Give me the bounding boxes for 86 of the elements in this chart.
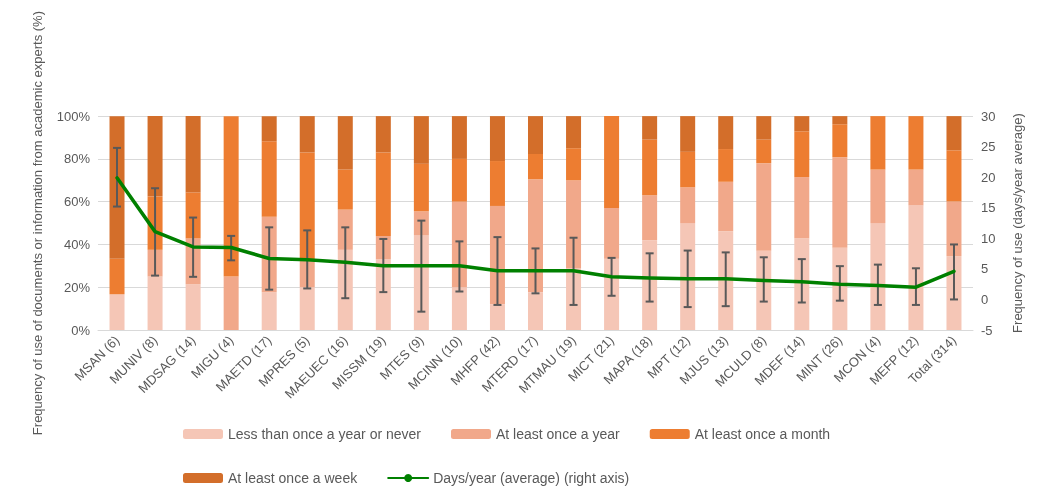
bar: [680, 151, 696, 188]
bar: [451, 158, 467, 202]
bar: [794, 131, 810, 178]
bar: [109, 258, 125, 295]
bar: [375, 152, 391, 236]
bar: [489, 161, 505, 206]
bar: [946, 150, 962, 202]
legend-label: At least once a week: [228, 470, 359, 486]
bar: [299, 152, 315, 260]
y-tick-label: 60%: [63, 194, 91, 210]
y-tick-label: 40%: [63, 236, 91, 252]
legend-label: At least once a month: [694, 426, 831, 442]
line-series: [115, 176, 956, 289]
bar: [870, 169, 886, 224]
bar: [451, 116, 467, 159]
bar: [908, 169, 924, 206]
y2-tick-label: 15: [981, 200, 996, 216]
bar: [528, 153, 543, 180]
y2-tick-label: 20: [981, 169, 996, 185]
bar: [223, 116, 239, 277]
bar: [528, 116, 543, 154]
bar: [337, 209, 353, 250]
bar: [451, 287, 467, 330]
legend-label: Less than once a year or never: [228, 426, 422, 442]
bar: [109, 116, 125, 259]
y2-tick-label: -5: [981, 322, 993, 338]
bar: [832, 116, 848, 125]
y-tick-label: 80%: [63, 151, 91, 167]
y-axis-title: Frequency of use of documents or information from academic experts (%): [30, 11, 46, 436]
bar: [756, 116, 772, 140]
bar: [604, 116, 620, 208]
y2-tick-label: 5: [981, 261, 989, 277]
bar: [680, 187, 696, 224]
y2-axis-title: Frequency of use (days/year average): [1010, 113, 1025, 333]
bar: [261, 116, 277, 142]
bar: [642, 195, 658, 241]
legend-label: At least once a year: [496, 426, 621, 442]
bar: [185, 192, 201, 239]
bar: [832, 124, 848, 158]
legend-label: Days/year (average) (right axis): [433, 470, 630, 486]
bar: [528, 179, 543, 293]
bar: [147, 276, 163, 330]
bar: [718, 181, 734, 232]
bar: [756, 163, 772, 251]
bar: [261, 292, 277, 330]
bar: [604, 207, 620, 259]
bar: [946, 201, 962, 257]
bar: [718, 149, 734, 182]
bar: [413, 163, 429, 212]
bar: [261, 141, 277, 217]
bar: [185, 116, 201, 193]
y2-tick-label: 0: [981, 291, 989, 307]
bar: [337, 169, 353, 210]
bar: [566, 116, 582, 149]
bar: [794, 116, 810, 132]
bar: [946, 116, 962, 151]
bar: [223, 276, 239, 330]
bar: [109, 294, 125, 330]
bar: [489, 116, 505, 162]
bar: [908, 116, 924, 170]
bar: [794, 177, 810, 239]
bar: [642, 116, 658, 140]
bar: [832, 157, 848, 248]
bar: [870, 116, 886, 170]
bar: [147, 116, 163, 197]
bar: [337, 116, 353, 170]
bar: [718, 116, 734, 150]
bar: [642, 139, 658, 196]
bar: [756, 139, 772, 164]
bar: [299, 287, 315, 330]
y2-tick-label: 30: [981, 108, 996, 124]
bar: [528, 292, 543, 330]
bar: [489, 304, 505, 330]
bar: [413, 116, 429, 164]
bar: [908, 205, 924, 330]
y-tick-label: 0%: [71, 322, 91, 338]
bar: [566, 180, 582, 268]
y2-tick-label: 25: [981, 139, 996, 155]
y2-tick-label: 10: [981, 230, 996, 246]
bar: [566, 148, 582, 181]
y-tick-label: 100%: [56, 108, 91, 124]
y-tick-label: 20%: [63, 279, 91, 295]
bar: [375, 116, 391, 153]
bar: [185, 284, 201, 330]
bar: [680, 116, 696, 152]
bar: [299, 116, 315, 153]
